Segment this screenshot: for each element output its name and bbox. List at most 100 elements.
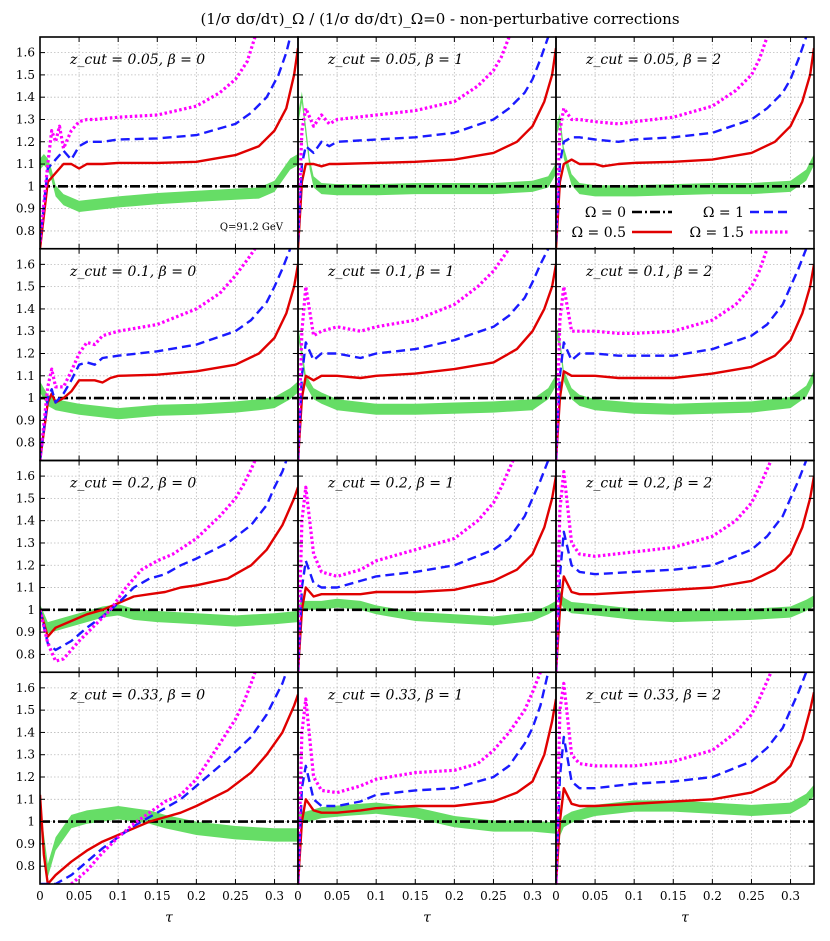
x-tick-label: 0.1	[367, 889, 386, 903]
y-tick-label: 1.6	[16, 681, 35, 695]
y-tick-label: 1.3	[16, 536, 35, 550]
panel-6: z_cut = 0.1, β = 2	[555, 247, 815, 462]
omega05-line	[298, 698, 556, 884]
grid-lines	[556, 672, 814, 884]
uncertainty-band	[556, 113, 814, 197]
y-tick-label: 1.2	[16, 558, 35, 572]
panel-frame	[555, 671, 815, 885]
uncertainty-band	[298, 802, 556, 834]
omega1-line	[556, 37, 808, 243]
omega1-line	[40, 672, 288, 884]
omega1-line	[556, 460, 808, 673]
figure-title: (1/σ dσ/dτ)_Ω / (1/σ dσ/dτ)_Ω=0 - non-pe…	[200, 10, 679, 28]
omega1-line	[556, 672, 808, 884]
y-tick-label: 1.1	[16, 792, 35, 806]
omega15-line	[556, 248, 769, 461]
panel-10: 0.8 0.9 1 1.1 1.2 1.3 1.4 1.5 1.6 0 0.05 0.1 0.15 0.2…	[16, 671, 299, 903]
y-tick-label: 1.6	[16, 46, 35, 60]
x-tick-label: 0	[552, 889, 560, 903]
grid-lines	[40, 672, 298, 884]
legend: Ω = 0 Ω = 1 Ω = 0.5 Ω = 1.5	[564, 197, 808, 247]
omega05-line	[556, 475, 814, 673]
panel-label: z_cut = 0.33, β = 2	[585, 687, 721, 703]
omega15-line	[556, 460, 773, 673]
y-tick-label: 0.9	[16, 837, 35, 851]
panel-label: z_cut = 0.1, β = 2	[585, 264, 712, 280]
panel-1: 0.8 0.9 1 1.1 1.2 1.3 1.4 1.5 1.6 z_cut = 0.05, β…	[16, 36, 299, 250]
y-tick-label: 1.3	[16, 112, 35, 126]
y-tick-label: 1	[27, 603, 35, 617]
y-tick-label: 0.8	[16, 647, 35, 661]
uncertainty-band	[298, 325, 556, 415]
panel-11: 0 0.05 0.1 0.15 0.2 0.25 0.3 z_cut = 0.33, β = …	[294, 671, 557, 903]
omega1-line	[40, 248, 292, 461]
omega15-line	[40, 248, 257, 461]
omega05-line	[298, 264, 556, 461]
grid-lines	[298, 460, 556, 673]
omega05-line	[40, 47, 298, 249]
omega15-line	[70, 672, 257, 884]
legend-label: Ω = 0	[585, 205, 626, 221]
y-tick-label: 1.5	[16, 68, 35, 82]
x-tick-label: 0.15	[402, 889, 429, 903]
panel-label: z_cut = 0.05, β = 0	[69, 52, 205, 68]
panel-9: z_cut = 0.2, β = 2	[555, 459, 815, 674]
panel-label: z_cut = 0.33, β = 1	[327, 687, 463, 703]
omega15-line	[298, 37, 511, 236]
x-tick-label: 0.25	[738, 889, 765, 903]
x-tick-label: 0.2	[445, 889, 464, 903]
y-tick-label: 1.4	[16, 514, 35, 528]
x-tick-label: 0.05	[582, 889, 609, 903]
x-tick-label: 0.1	[625, 889, 644, 903]
omega05-line	[40, 486, 298, 638]
uncertainty-band	[298, 91, 556, 196]
y-tick-label: 1.6	[16, 469, 35, 483]
y-tick-label: 1.5	[16, 491, 35, 505]
x-axis-title: τ	[165, 910, 173, 926]
y-tick-label: 1.6	[16, 257, 35, 271]
y-tick-label: 0.8	[16, 224, 35, 238]
omega05-line	[556, 692, 814, 884]
omega15-line	[40, 37, 257, 243]
panel-label: z_cut = 0.33, β = 0	[69, 687, 205, 703]
x-tick-label: 0	[294, 889, 302, 903]
y-tick-label: 1.3	[16, 324, 35, 338]
legend-label: Ω = 1.5	[689, 225, 744, 241]
panel-label: z_cut = 0.1, β = 1	[327, 264, 454, 280]
panel-label: z_cut = 0.05, β = 1	[327, 52, 463, 68]
panel-3: z_cut = 0.05, β = 2	[555, 36, 815, 250]
panel-label: z_cut = 0.2, β = 2	[585, 476, 712, 492]
y-tick-label: 1.1	[16, 157, 35, 171]
y-tick-label: 1.2	[16, 770, 35, 784]
omega15-line	[298, 248, 511, 461]
grid-lines	[40, 37, 298, 249]
x-tick-label: 0.3	[781, 889, 800, 903]
omega05-line	[298, 47, 556, 249]
omega1-line	[556, 248, 808, 461]
y-tick-label: 1.3	[16, 748, 35, 762]
x-axis-title: τ	[681, 910, 689, 926]
x-tick-label: 0.15	[144, 889, 171, 903]
x-tick-label: 0.05	[66, 889, 93, 903]
omega05-line	[298, 475, 556, 673]
panel-grid: 0.8 0.9 1 1.1 1.2 1.3 1.4 1.5 1.6 z_cut = 0.05, β…	[16, 36, 815, 903]
legend-label: Ω = 0.5	[571, 225, 626, 241]
uncertainty-band	[556, 582, 814, 623]
omega1-line	[298, 460, 550, 673]
uncertainty-band	[40, 381, 298, 420]
y-tick-label: 0.8	[16, 436, 35, 450]
panel-label: z_cut = 0.2, β = 1	[327, 476, 454, 492]
x-tick-label: 0.15	[660, 889, 687, 903]
uncertainty-band	[556, 325, 814, 415]
omega05-line	[40, 694, 298, 884]
omega1-line	[298, 248, 550, 461]
uncertainty-band	[40, 604, 298, 634]
omega15-line	[556, 672, 773, 884]
panel-2: z_cut = 0.05, β = 1	[297, 36, 557, 250]
uncertainty-band	[298, 598, 556, 626]
grid-lines	[298, 248, 556, 461]
x-tick-label: 0.25	[222, 889, 249, 903]
y-tick-label: 1.4	[16, 302, 35, 316]
